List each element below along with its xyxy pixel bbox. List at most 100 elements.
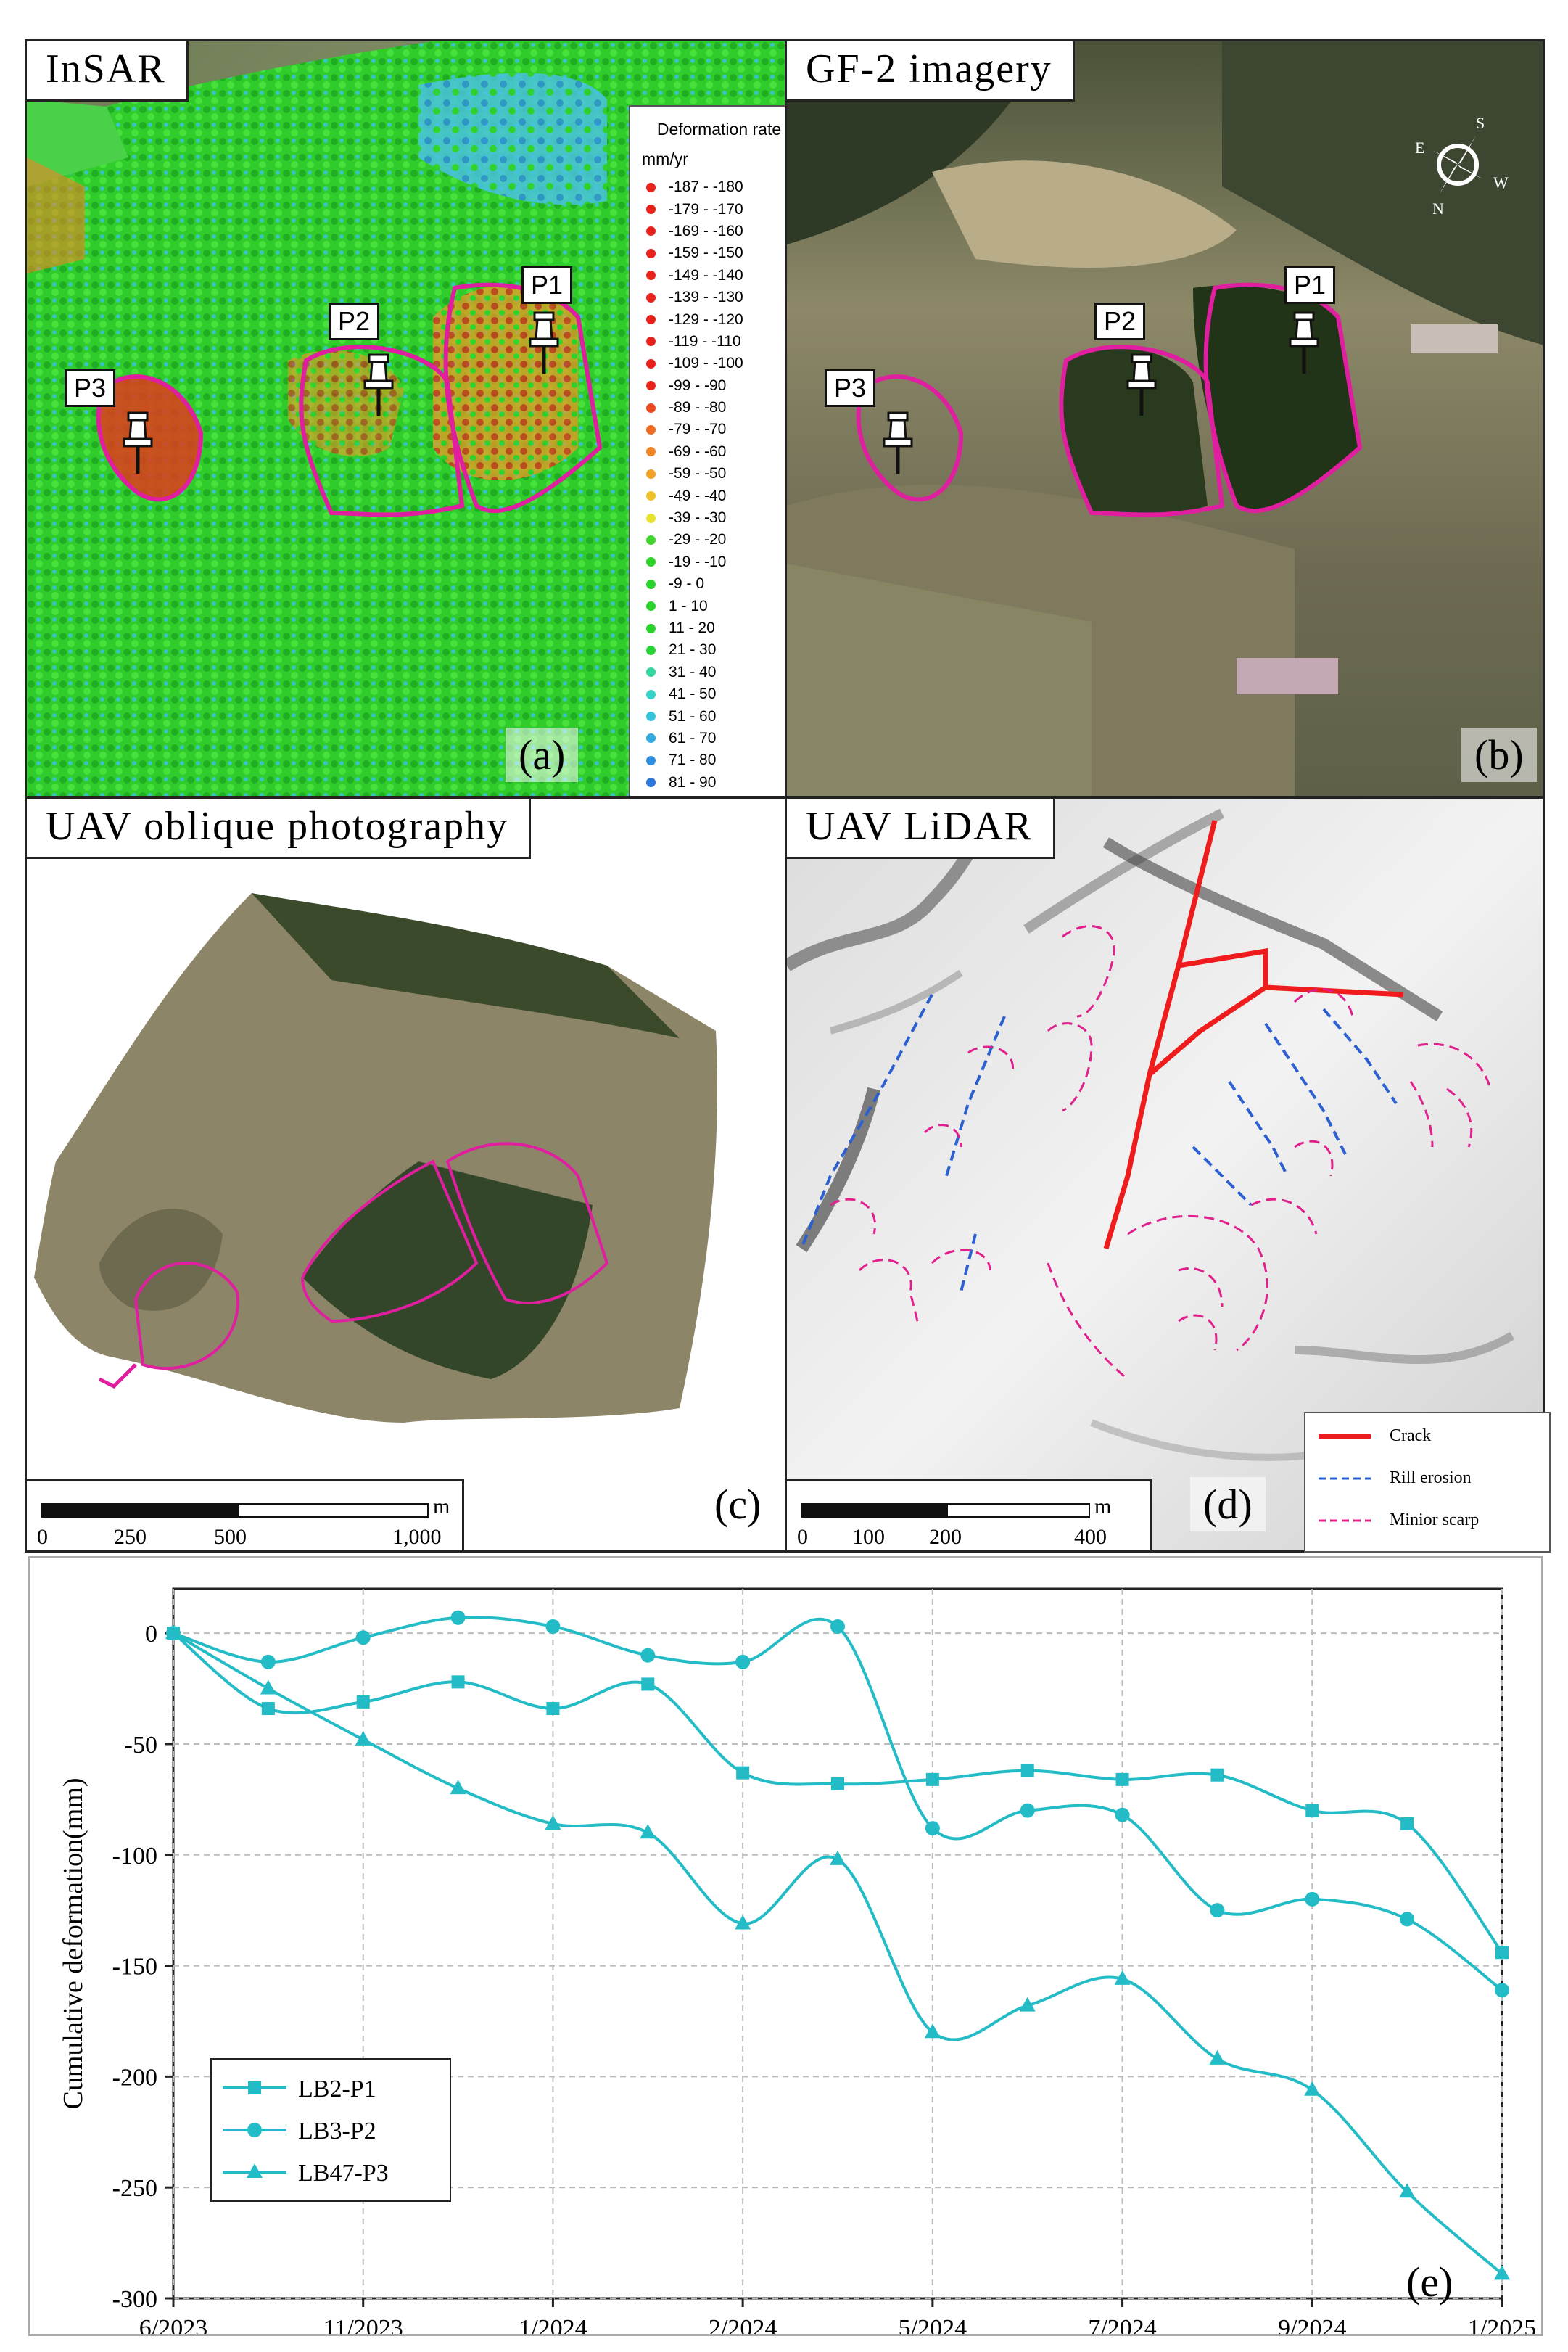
legend-range-label: -159 - -150 <box>669 244 743 262</box>
x-tick-label: 2/2024 <box>709 2315 777 2334</box>
pushpin-icon <box>883 411 913 474</box>
data-point-lb47-p3 <box>924 2023 941 2039</box>
panel-gf2: GF-2 imagery S W N E P1 P2 P3 (b) <box>785 39 1545 798</box>
panel-c-title: UAV oblique photography <box>27 799 532 859</box>
legend-range-label: -69 - -60 <box>669 443 727 460</box>
legend-range-label: -49 - -40 <box>669 487 727 504</box>
data-point-lb3-p2 <box>355 1630 371 1645</box>
x-tick-label: 5/2024 <box>899 2315 967 2334</box>
scale-tick: 200 <box>929 1525 962 1549</box>
scale-unit: m <box>1094 1494 1112 1518</box>
data-point-lb47-p3 <box>545 1814 561 1830</box>
scale-bar-c: m 0 250 500 1,000 <box>27 1479 464 1550</box>
y-tick-label: -250 <box>112 2175 157 2202</box>
legend-item: 41 - 50 <box>630 683 785 705</box>
legend-series-name: LB47-P3 <box>298 2160 389 2187</box>
legend-color-dot <box>646 292 656 303</box>
legend-label: Minior scarp <box>1390 1510 1480 1529</box>
series-line-lb47-p3 <box>172 1632 1503 2275</box>
data-point-lb2-p1 <box>831 1777 844 1790</box>
y-tick-label: -150 <box>112 1954 157 1981</box>
x-tick-label: 9/2024 <box>1278 2315 1346 2334</box>
legend-color-dot <box>646 623 656 633</box>
legend-color-dot <box>646 601 656 612</box>
pushpin-icon <box>529 311 559 374</box>
legend-color-dot <box>646 248 656 258</box>
data-point-lb2-p1 <box>1115 1772 1129 1786</box>
pushpin-icon <box>363 353 394 416</box>
legend-color-dot <box>646 205 656 215</box>
legend-item: 1 - 10 <box>630 595 785 617</box>
marker-label-p1: P1 <box>521 266 573 304</box>
legend-range-label: 1 - 10 <box>669 597 708 614</box>
data-point-lb3-p2 <box>450 1610 466 1625</box>
legend-range-label: -109 - -100 <box>669 355 743 372</box>
crack-line-swatch <box>1319 1434 1371 1439</box>
marker-label-p2: P2 <box>329 303 380 340</box>
legend-range-label: 71 - 80 <box>669 752 717 769</box>
panel-a-title: InSAR <box>27 41 189 102</box>
scale-bar-d: m 0 100 200 400 <box>787 1479 1152 1550</box>
x-tick-label: 1/2024 <box>519 2315 587 2334</box>
x-tick-label: 6/2023 <box>139 2315 207 2334</box>
scale-tick: 0 <box>797 1525 808 1549</box>
data-point-lb2-p1 <box>1305 1804 1319 1817</box>
pushpin-icon <box>123 411 153 474</box>
data-point-lb2-p1 <box>925 1772 939 1786</box>
data-point-lb2-p1 <box>641 1677 655 1691</box>
legend-range-label: -19 - -10 <box>669 553 727 570</box>
legend-series-name: LB3-P2 <box>298 2118 376 2145</box>
lidar-legend: Crack Rill erosion Minior scarp <box>1304 1412 1551 1553</box>
data-point-lb3-p2 <box>1210 1903 1225 1918</box>
legend-range-label: -99 - -90 <box>669 377 727 394</box>
legend-range-label: -29 - -20 <box>669 531 727 548</box>
scale-bar-black <box>801 1503 949 1518</box>
deformation-rate-legend: Deformation rate mm/yr -187 - -180 -179 -… <box>629 105 785 796</box>
data-point-lb2-p1 <box>261 1702 275 1716</box>
data-point-lb3-p2 <box>1115 1807 1130 1822</box>
data-point-lb47-p3 <box>830 1850 846 1865</box>
rill-erosion-line-swatch <box>1319 1477 1371 1479</box>
legend-color-dot <box>646 513 656 523</box>
data-point-lb3-p2 <box>830 1619 845 1634</box>
legend-row-scarp: Minior scarp <box>1316 1510 1479 1530</box>
data-point-lb3-p2 <box>1305 1891 1320 1907</box>
y-tick-label: -200 <box>112 2064 157 2091</box>
scale-tick: 250 <box>114 1525 147 1549</box>
legend-item: -69 - -60 <box>630 441 785 463</box>
scale-tick: 500 <box>214 1525 247 1549</box>
legend-color-dot <box>646 469 656 479</box>
legend-color-dot <box>646 447 656 457</box>
legend-item: -119 - -110 <box>630 331 785 353</box>
legend-item: -99 - -90 <box>630 375 785 397</box>
data-point-lb3-p2 <box>260 1654 276 1669</box>
panel-d-title: UAV LiDAR <box>787 799 1056 859</box>
marker-label-p3: P3 <box>825 369 876 407</box>
data-point-lb47-p3 <box>260 1679 276 1695</box>
data-point-lb47-p3 <box>1209 2049 1226 2065</box>
legend-color-dot <box>646 689 656 699</box>
legend-item: -169 - -160 <box>630 221 785 242</box>
data-point-lb3-p2 <box>925 1821 940 1836</box>
legend-range-label: -79 - -70 <box>669 421 727 438</box>
legend-marker <box>247 2163 263 2178</box>
legend-color-dot <box>646 182 656 192</box>
legend-color-dot <box>646 579 656 589</box>
legend-range-label: 81 - 90 <box>669 773 717 791</box>
y-tick-label: 0 <box>145 1621 157 1648</box>
data-point-lb47-p3 <box>1304 2081 1321 2096</box>
legend-range-label: -59 - -50 <box>669 465 727 482</box>
data-point-lb3-p2 <box>1495 1983 1509 1998</box>
legend-item: -79 - -70 <box>630 419 785 440</box>
panel-d-label: (d) <box>1190 1477 1266 1531</box>
legend-range-label: -119 - -110 <box>669 332 741 350</box>
legend-range-label: -139 - -130 <box>669 289 743 306</box>
legend-item: -9 - 0 <box>630 573 785 595</box>
legend-item: 11 - 20 <box>630 617 785 639</box>
scale-bar-black <box>41 1503 240 1518</box>
legend-color-dot <box>646 358 656 369</box>
legend-item: -49 - -40 <box>630 485 785 506</box>
x-tick-label: 11/2023 <box>323 2315 403 2334</box>
data-point-lb47-p3 <box>640 1824 656 1839</box>
data-point-lb2-p1 <box>1400 1817 1414 1830</box>
